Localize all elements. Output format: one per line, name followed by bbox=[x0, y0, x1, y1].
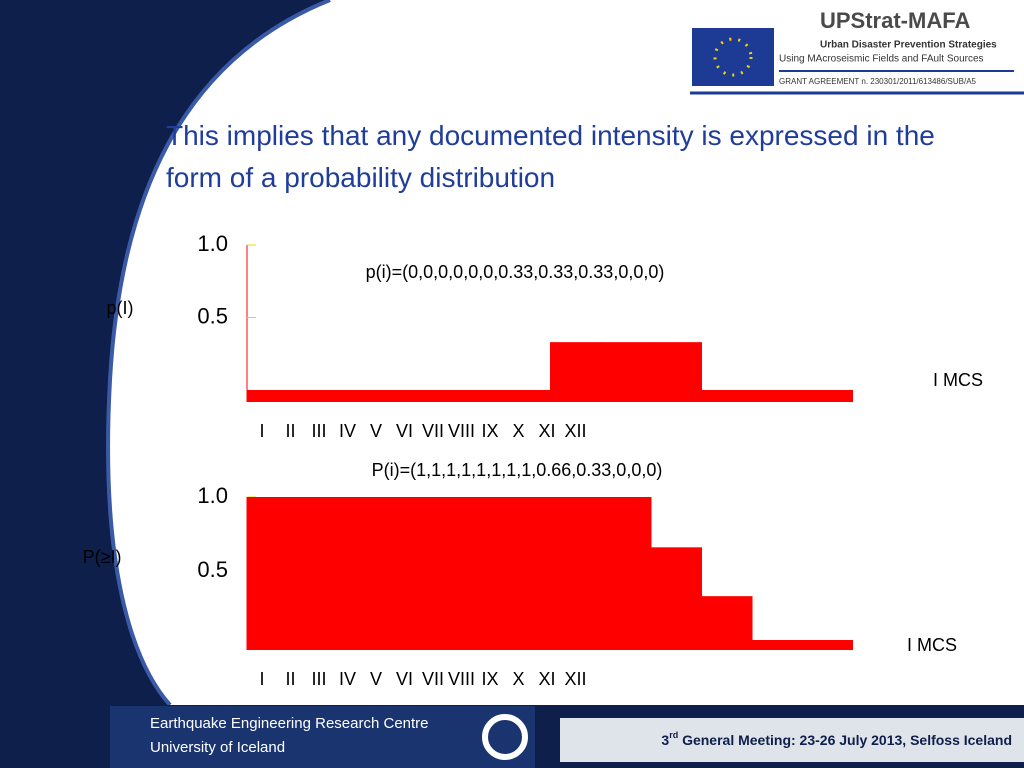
y-tick-label: 1.0 bbox=[197, 231, 228, 256]
footer-university: University of Iceland bbox=[150, 739, 285, 756]
title-box: This implies that any documented intensi… bbox=[166, 120, 935, 193]
bar bbox=[499, 497, 551, 645]
x-tick-label: I bbox=[259, 669, 264, 689]
meeting-number: 3 bbox=[661, 732, 669, 748]
x-tick-label: X bbox=[512, 421, 524, 441]
meeting-title: General Meeting: 23-26 July 2013, Selfos… bbox=[678, 732, 1012, 748]
x-tick-label: I bbox=[259, 421, 264, 441]
x-tick-label: XII bbox=[564, 421, 586, 441]
y-tick-label: 0.5 bbox=[197, 557, 228, 582]
x-tick-label: II bbox=[285, 669, 295, 689]
x-tick-label: XII bbox=[564, 669, 586, 689]
bar bbox=[701, 596, 753, 645]
annotation: p(i)=(0,0,0,0,0,0,0.33,0.33,0.33,0,0,0) bbox=[366, 262, 665, 282]
x-tick-label: XI bbox=[538, 669, 555, 689]
x-tick-label: IV bbox=[339, 421, 356, 441]
x-tick-label: V bbox=[370, 669, 382, 689]
y-axis-label: p(I) bbox=[107, 298, 134, 318]
swoosh-edge bbox=[106, 0, 331, 707]
x-tick-label: III bbox=[311, 421, 326, 441]
bar bbox=[247, 497, 298, 645]
slide-title: This implies that any documented intensi… bbox=[166, 120, 935, 193]
bar bbox=[651, 547, 702, 645]
charts: 0.51.0I II III IV V VI VII VIII IX X XI XIIp(i)=(0,… bbox=[83, 231, 983, 689]
project-name: UPStrat-MAFA bbox=[820, 8, 970, 33]
y-tick-label: 0.5 bbox=[197, 303, 228, 328]
x-axis-label: I MCS bbox=[907, 635, 957, 655]
project-subtitle: Urban Disaster Prevention Strategies bbox=[820, 40, 997, 51]
x-tick-label: X bbox=[512, 669, 524, 689]
meeting-panel bbox=[560, 718, 1024, 762]
eu-stars bbox=[713, 37, 753, 77]
x-tick-label: VI bbox=[396, 669, 413, 689]
project-subtitle: Using MAcroseismic Fields and FAult Sour… bbox=[779, 54, 984, 65]
x-tick-label: II bbox=[285, 421, 295, 441]
footer-panel bbox=[110, 706, 535, 768]
x-tick-label: IV bbox=[339, 669, 356, 689]
x-tick-label: III bbox=[311, 669, 326, 689]
x-axis-label: I MCS bbox=[933, 370, 983, 390]
bar bbox=[600, 342, 652, 390]
bar bbox=[398, 497, 450, 645]
y-axis-label: P(≥I) bbox=[83, 547, 122, 567]
eu-flag bbox=[692, 28, 774, 86]
bar bbox=[348, 497, 399, 645]
x-tick-label: VIII bbox=[448, 669, 475, 689]
baseline-strip bbox=[247, 390, 853, 402]
bar bbox=[449, 497, 500, 645]
x-tick-label: XI bbox=[538, 421, 555, 441]
x-tick-label: IX bbox=[481, 421, 498, 441]
footer-centre: Earthquake Engineering Research Centre bbox=[150, 715, 429, 732]
meeting-text: 3rd General Meeting: 23-26 July 2013, Se… bbox=[661, 730, 1012, 747]
y-tick-label: 1.0 bbox=[197, 483, 228, 508]
centre-logo bbox=[482, 714, 528, 760]
background-swoosh bbox=[0, 0, 330, 705]
x-tick-label: VII bbox=[422, 421, 444, 441]
x-tick-label: VI bbox=[396, 421, 413, 441]
x-tick-label: VIII bbox=[448, 421, 475, 441]
bar bbox=[651, 342, 702, 390]
grant-text: GRANT AGREEMENT n. 230301/2011/613486/SU… bbox=[779, 77, 977, 86]
x-tick-label: VII bbox=[422, 669, 444, 689]
meeting-suffix: rd bbox=[669, 730, 678, 740]
x-tick-label: V bbox=[370, 421, 382, 441]
bar bbox=[600, 497, 652, 645]
annotation: P(i)=(1,1,1,1,1,1,1,1,0.66,0.33,0,0,0) bbox=[372, 460, 663, 480]
bar bbox=[297, 497, 349, 645]
bar bbox=[550, 497, 601, 645]
x-tick-label: IX bbox=[481, 669, 498, 689]
bar bbox=[550, 342, 601, 390]
